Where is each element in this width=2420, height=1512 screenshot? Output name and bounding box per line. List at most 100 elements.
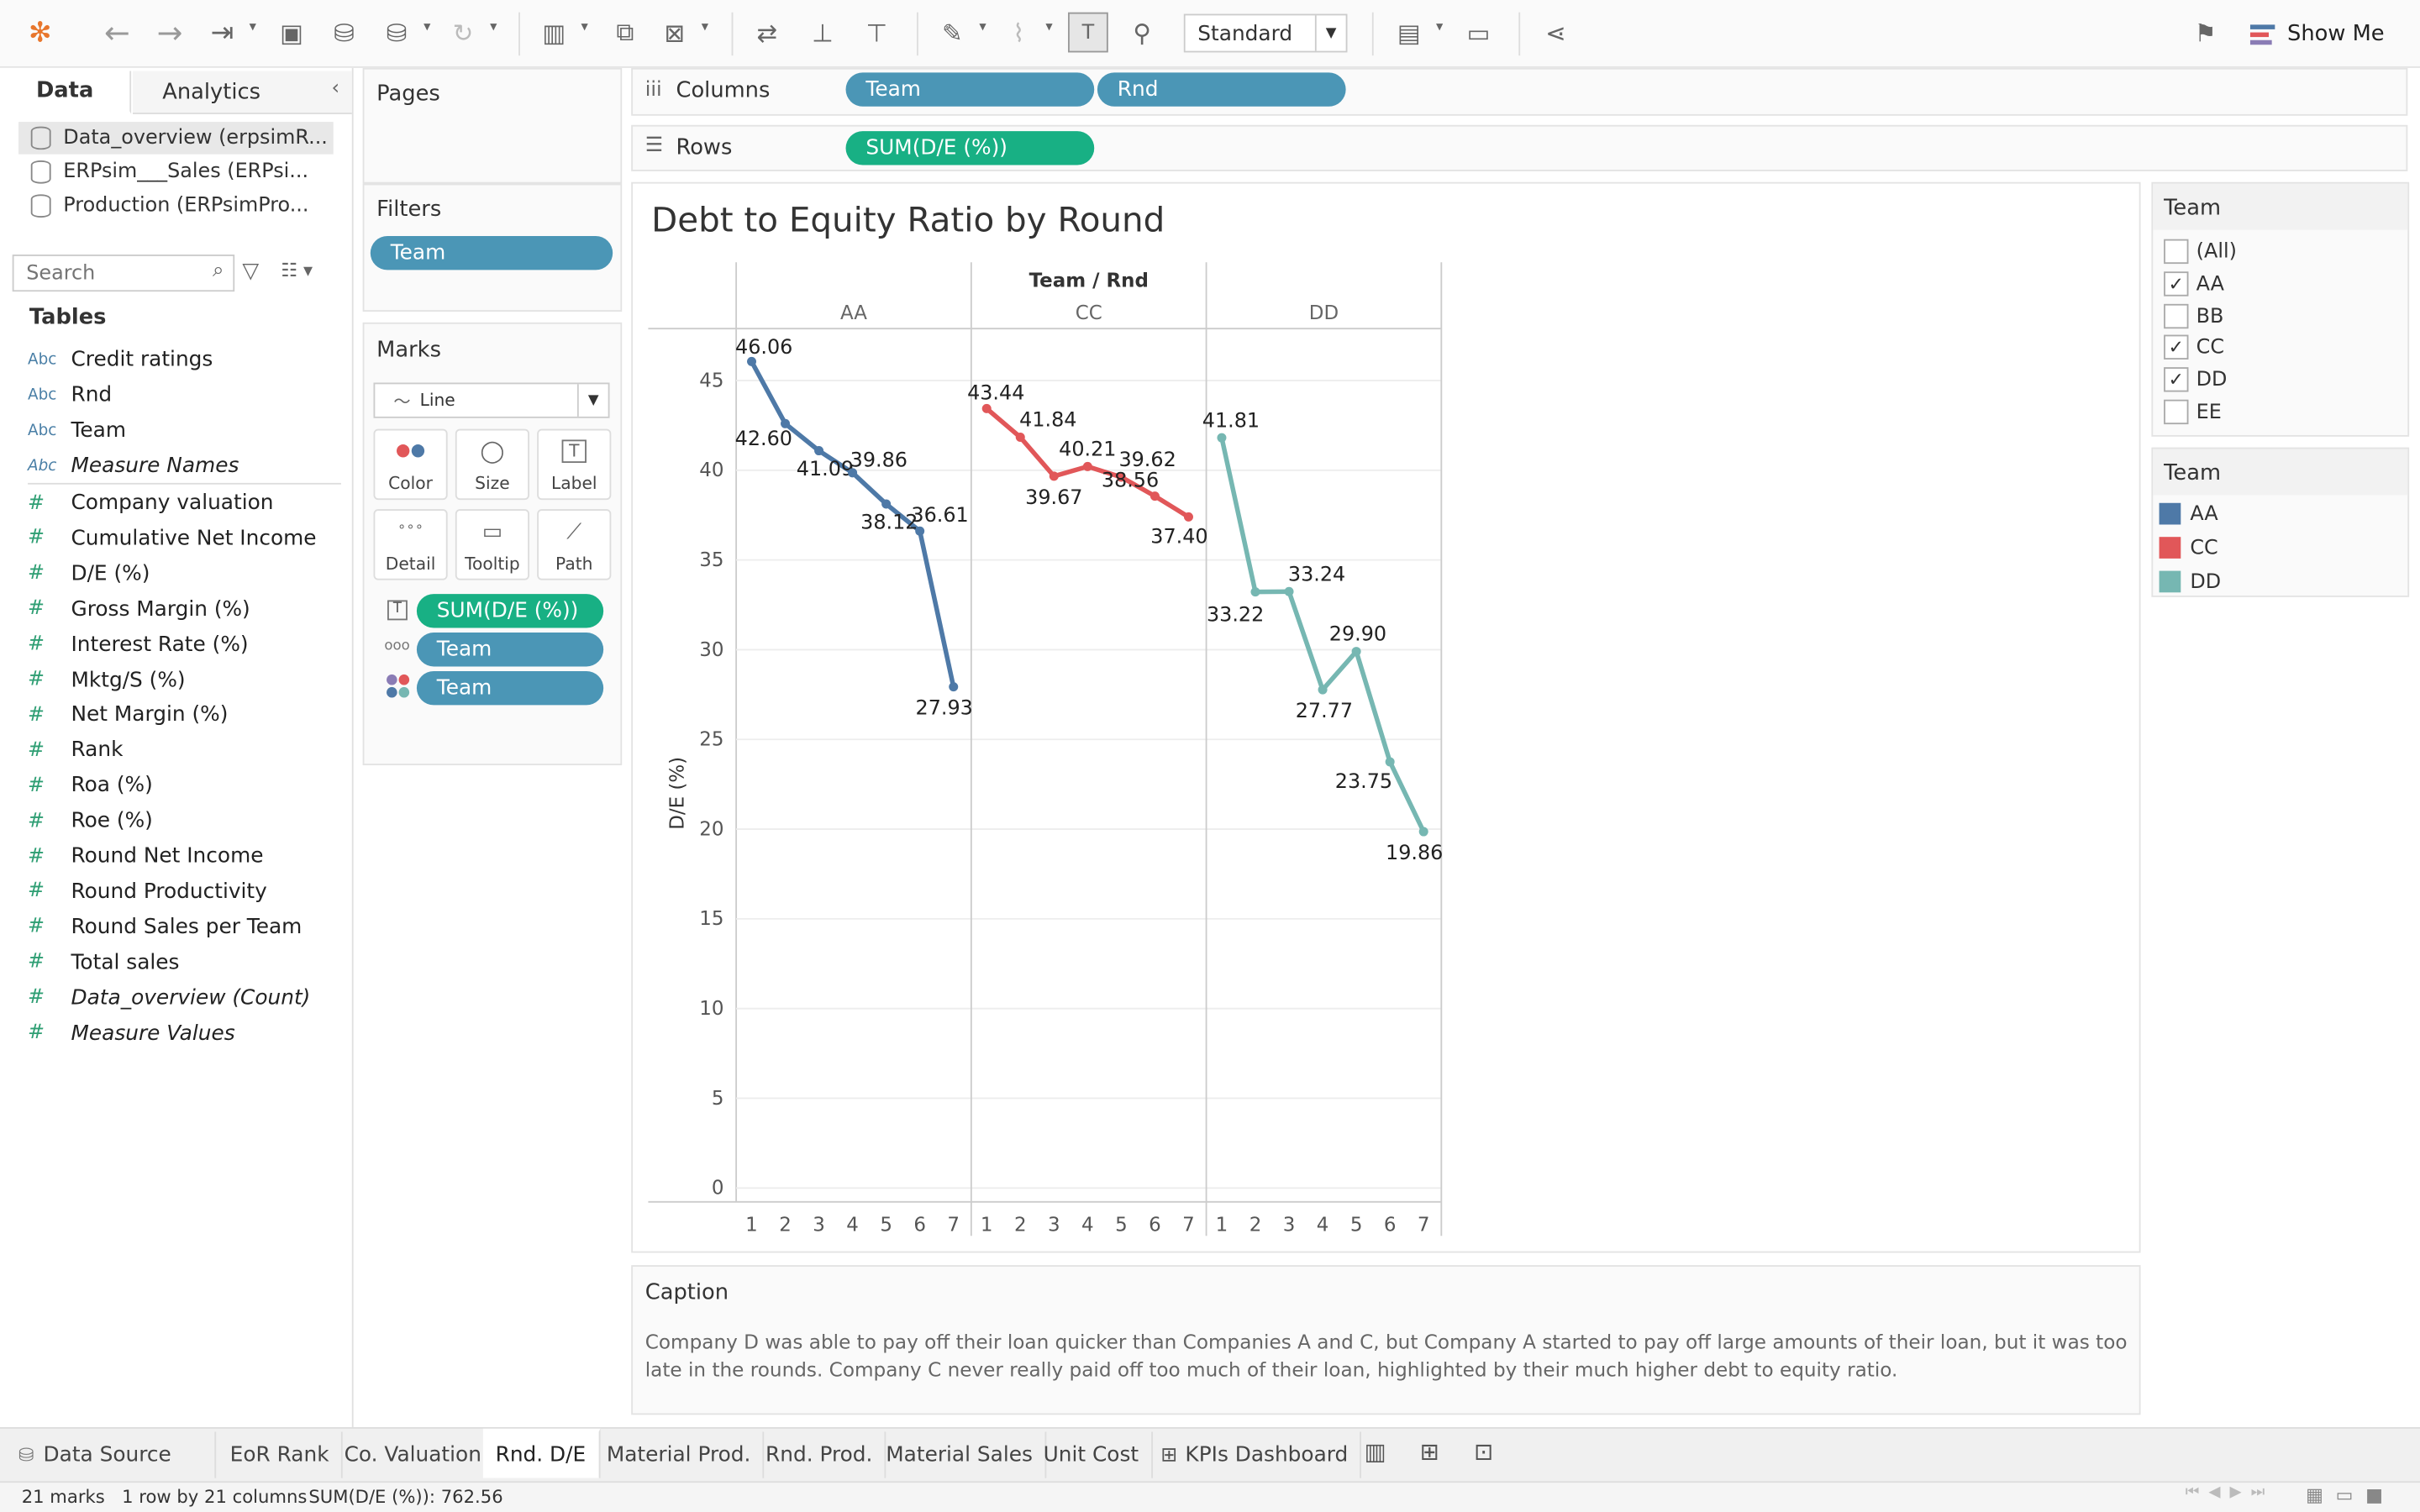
- marks-pill-detail[interactable]: Team: [416, 633, 604, 667]
- path-button[interactable]: ⟋ Path: [537, 509, 612, 580]
- group-members-icon[interactable]: ⌇: [1002, 15, 1053, 49]
- show-mark-labels-icon[interactable]: T: [1068, 12, 1108, 53]
- presentation-mode-icon[interactable]: ▭: [1466, 18, 1491, 48]
- field-measure[interactable]: # Rank: [28, 733, 123, 767]
- legend-swatch[interactable]: [2159, 570, 2181, 593]
- team-filter-checkbox[interactable]: [2164, 399, 2189, 425]
- format-painter-icon[interactable]: ⚑: [2194, 18, 2217, 48]
- sheet-tab[interactable]: ⊞ KPIs Dashboard: [1149, 1431, 1362, 1478]
- field-measure[interactable]: # Data_overview (Count): [28, 980, 310, 1014]
- team-filter-label[interactable]: EE: [2196, 401, 2222, 425]
- collapse-pane-icon[interactable]: ‹: [331, 76, 340, 101]
- detail-button[interactable]: ∘∘∘ Detail: [373, 509, 448, 580]
- column-pill-team[interactable]: Team: [845, 72, 1095, 107]
- team-filter-label[interactable]: BB: [2196, 304, 2224, 328]
- field-dimension[interactable]: Abc Credit ratings: [28, 343, 213, 376]
- sheet-tab[interactable]: Unit Cost: [1031, 1431, 1153, 1478]
- sort-descending-icon[interactable]: ⊤: [865, 18, 888, 48]
- field-dimension[interactable]: Abc Team: [28, 413, 126, 447]
- legend-swatch[interactable]: [2159, 537, 2181, 559]
- label-button[interactable]: T Label: [537, 428, 612, 501]
- field-dimension[interactable]: Abc Measure Names: [28, 449, 239, 482]
- view-options-icon[interactable]: ☷ ▾: [281, 259, 313, 281]
- team-filter-checkbox[interactable]: [2164, 303, 2189, 328]
- tooltip-button[interactable]: ▭ Tooltip: [455, 509, 529, 580]
- marks-pill-color[interactable]: Team: [416, 670, 604, 706]
- mark-type-dropdown[interactable]: 〜 Line ▼: [373, 382, 610, 418]
- team-filter-checkbox[interactable]: ✓: [2164, 367, 2189, 392]
- new-dashboard-tab-icon[interactable]: ⊞: [1419, 1437, 1439, 1466]
- size-button[interactable]: ◯ Size: [455, 428, 529, 501]
- filter-icon[interactable]: ▽: [242, 259, 260, 284]
- tableau-logo-icon[interactable]: ✻: [28, 16, 52, 49]
- new-story-tab-icon[interactable]: ⊡: [1474, 1437, 1494, 1466]
- team-filter-label[interactable]: (All): [2196, 240, 2237, 265]
- pause-updates-icon[interactable]: ⛁: [380, 15, 431, 49]
- fit-dropdown[interactable]: Standard ▼: [1183, 13, 1348, 53]
- sheet-tab[interactable]: Material Prod.: [594, 1431, 765, 1478]
- replay-icon[interactable]: ⇥: [205, 15, 256, 49]
- sheet-tab[interactable]: Co. Valuation: [332, 1431, 496, 1478]
- team-filter-label[interactable]: CC: [2196, 337, 2225, 360]
- save-icon[interactable]: ▣: [280, 18, 304, 48]
- share-icon[interactable]: ⋖: [1545, 18, 1566, 48]
- search-input[interactable]: [13, 256, 184, 291]
- row-pill-de[interactable]: SUM(D/E (%)): [845, 131, 1095, 165]
- field-measure[interactable]: # Roa (%): [28, 769, 153, 802]
- field-measure[interactable]: # Gross Margin (%): [28, 592, 250, 626]
- field-measure[interactable]: # Measure Values: [28, 1016, 235, 1049]
- sheet-tab[interactable]: ⛁ Data Source: [6, 1431, 217, 1478]
- show-me-button[interactable]: Show Me: [2249, 18, 2385, 50]
- field-dimension[interactable]: Abc Rnd: [28, 378, 112, 412]
- data-source-item[interactable]: Production (ERPsimPro...: [18, 190, 334, 223]
- team-filter-label[interactable]: DD: [2196, 369, 2228, 392]
- field-measure[interactable]: # Company valuation: [28, 486, 273, 520]
- tab-data[interactable]: Data: [0, 71, 132, 114]
- refresh-icon[interactable]: ↻: [446, 15, 497, 49]
- data-source-item[interactable]: ERPsim___Sales (ERPsi...: [18, 156, 334, 189]
- clear-sheet-icon[interactable]: ⊠: [657, 15, 708, 49]
- field-measure[interactable]: # Roe (%): [28, 804, 153, 837]
- new-worksheet-icon[interactable]: ▥: [537, 15, 587, 49]
- team-filter-checkbox[interactable]: ✓: [2164, 270, 2189, 297]
- new-worksheet-tab-icon[interactable]: ▥: [1364, 1437, 1386, 1466]
- field-measure[interactable]: # Cumulative Net Income: [28, 522, 316, 555]
- show-cards-icon[interactable]: ▤: [1392, 15, 1443, 49]
- fix-axes-icon[interactable]: ⚲: [1133, 18, 1151, 48]
- marks-pill-label[interactable]: SUM(D/E (%)): [416, 594, 604, 628]
- sheet-tab[interactable]: Rnd. D/E: [482, 1428, 600, 1478]
- field-measure[interactable]: # Round Net Income: [28, 839, 263, 873]
- field-measure[interactable]: # Round Sales per Team: [28, 910, 302, 943]
- field-measure[interactable]: # Interest Rate (%): [28, 627, 249, 661]
- legend-swatch[interactable]: [2159, 502, 2181, 525]
- tab-analytics[interactable]: Analytics ‹: [132, 71, 352, 114]
- redo-icon[interactable]: →: [156, 13, 183, 51]
- sort-ascending-icon[interactable]: ⊥: [812, 18, 834, 48]
- sheet-navigation-icons[interactable]: ⏮◀▶⏭: [2185, 1483, 2275, 1502]
- highlight-icon[interactable]: ✎: [935, 15, 986, 49]
- new-data-source-icon[interactable]: ⛁: [334, 18, 355, 48]
- sheet-tab[interactable]: Rnd. Prod.: [753, 1431, 886, 1478]
- field-measure[interactable]: # Mktg/S (%): [28, 663, 186, 696]
- duplicate-sheet-icon[interactable]: ⧉: [616, 17, 634, 47]
- field-measure[interactable]: # Round Productivity: [28, 874, 267, 908]
- filter-pill-team[interactable]: Team: [370, 236, 613, 270]
- team-filter-checkbox[interactable]: ✓: [2164, 335, 2189, 360]
- sheet-tab[interactable]: EoR Rank: [218, 1431, 344, 1478]
- legend-label[interactable]: AA: [2190, 502, 2218, 527]
- field-measure[interactable]: # D/E (%): [28, 557, 150, 591]
- color-button[interactable]: ●● Color: [373, 428, 448, 501]
- team-filter-label[interactable]: AA: [2196, 272, 2225, 297]
- data-source-item[interactable]: Data_overview (erpsimR...: [18, 122, 334, 155]
- column-pill-rnd[interactable]: Rnd: [1097, 72, 1346, 107]
- legend-label[interactable]: CC: [2190, 537, 2218, 560]
- field-measure[interactable]: # Net Margin (%): [28, 698, 228, 732]
- sheet-tab[interactable]: Material Sales: [874, 1431, 1047, 1478]
- undo-icon[interactable]: ←: [104, 13, 130, 51]
- field-measure[interactable]: # Total sales: [28, 945, 179, 979]
- swap-rows-columns-icon[interactable]: ⇄: [756, 18, 778, 48]
- team-filter-checkbox[interactable]: [2164, 239, 2189, 265]
- search-box[interactable]: ⌕: [12, 255, 235, 292]
- legend-label[interactable]: DD: [2190, 570, 2222, 595]
- view-mode-icons[interactable]: ▦▭■: [2306, 1483, 2396, 1506]
